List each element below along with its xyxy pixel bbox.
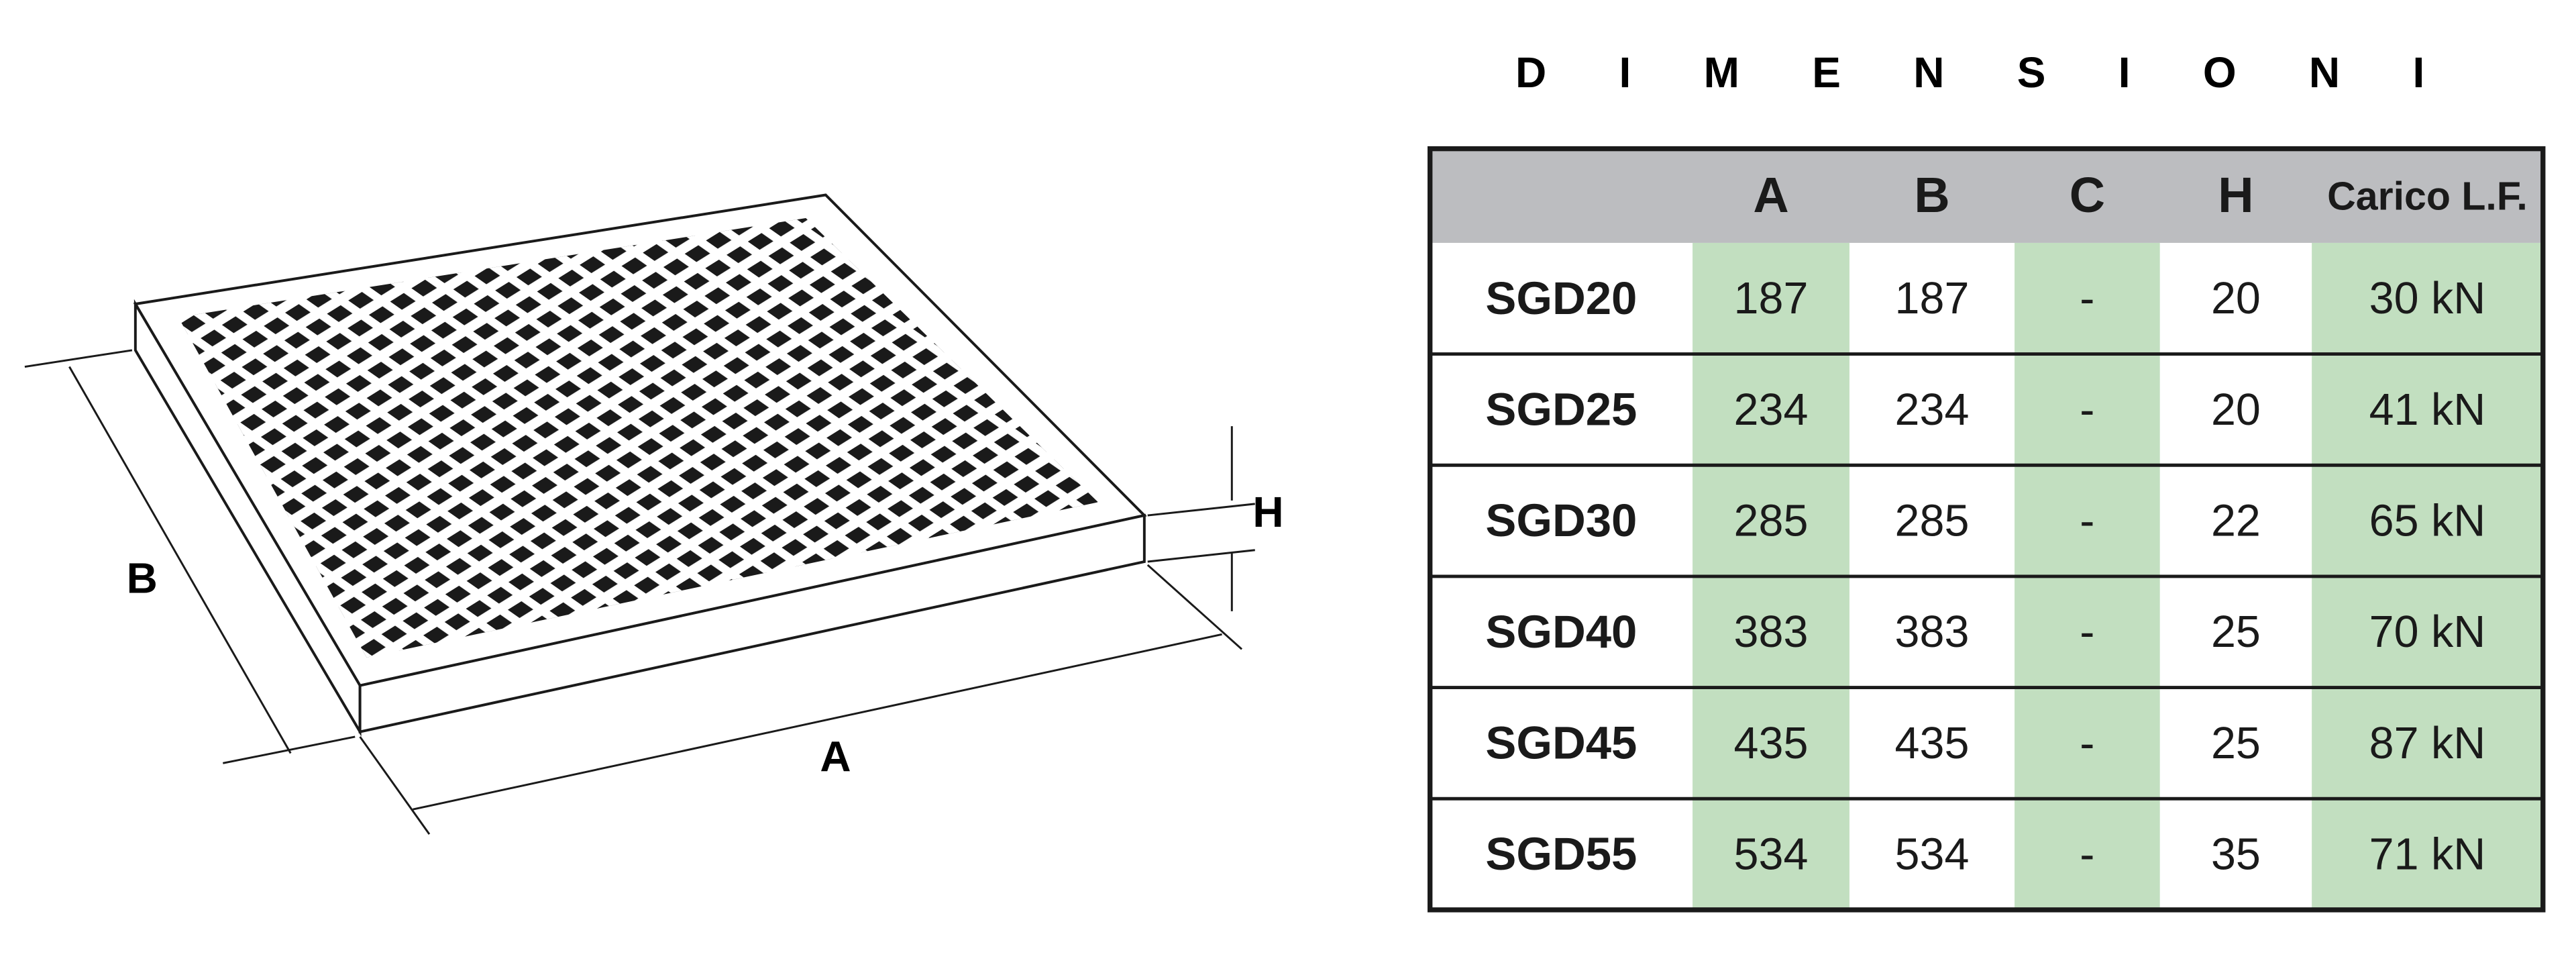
cell: -: [2080, 497, 2094, 546]
cell: 25: [2211, 607, 2261, 657]
column-header: B: [1914, 167, 1949, 223]
cell: 71 kN: [2369, 830, 2486, 880]
label-b: B: [127, 554, 158, 602]
dimension-lines: [24, 349, 1255, 835]
column-header: C: [2070, 167, 2105, 223]
grate-drawing: [24, 193, 1255, 835]
cell: 234: [1734, 385, 1809, 435]
cell: 383: [1734, 607, 1809, 657]
row-header: SGD40: [1485, 606, 1637, 658]
cell: -: [2080, 719, 2094, 768]
cell: -: [2080, 385, 2094, 435]
cell: 187: [1895, 274, 1970, 323]
cell: 234: [1895, 385, 1970, 435]
cell: 41 kN: [2369, 385, 2486, 435]
cell: 20: [2211, 385, 2261, 435]
cell: 35: [2211, 830, 2261, 880]
cell: -: [2080, 274, 2094, 323]
cell: 87 kN: [2369, 719, 2486, 768]
header-background: [1430, 148, 2543, 243]
column-header: A: [1753, 167, 1788, 223]
grate-front: [358, 513, 1146, 733]
cell: 65 kN: [2369, 497, 2486, 546]
cell: 30 kN: [2369, 274, 2486, 323]
row-header: SGD45: [1485, 717, 1637, 769]
cell: 383: [1895, 607, 1970, 657]
cell: 285: [1895, 497, 1970, 546]
cell: 534: [1734, 830, 1809, 880]
cell: 25: [2211, 719, 2261, 768]
column-header: Carico L.F.: [2327, 174, 2528, 218]
table-border: [1428, 146, 2546, 913]
cell: 435: [1734, 719, 1809, 768]
cell: 20: [2211, 274, 2261, 323]
dimension-table: A B C H Carico L.F. SGD20 187 187 - 20 30 kN SGD25 2…: [1428, 146, 2546, 913]
cell: 534: [1895, 830, 1970, 880]
cell: -: [2080, 607, 2094, 657]
row-header: SGD30: [1485, 495, 1637, 546]
cell: 70 kN: [2369, 607, 2486, 657]
cell: 187: [1734, 274, 1809, 323]
label-h: H: [1252, 488, 1283, 536]
cell: 22: [2211, 497, 2261, 546]
row-header: SGD55: [1485, 828, 1637, 880]
grate-ribs: [178, 218, 1098, 658]
label-a: A: [820, 732, 851, 780]
cell: 435: [1895, 719, 1970, 768]
row-header: SGD20: [1485, 272, 1637, 324]
row-header: SGD25: [1485, 384, 1637, 436]
column-header: H: [2218, 167, 2253, 223]
cell: -: [2080, 830, 2094, 880]
cell: 285: [1734, 497, 1809, 546]
table-title: DIMENSIONI: [1515, 48, 2498, 97]
